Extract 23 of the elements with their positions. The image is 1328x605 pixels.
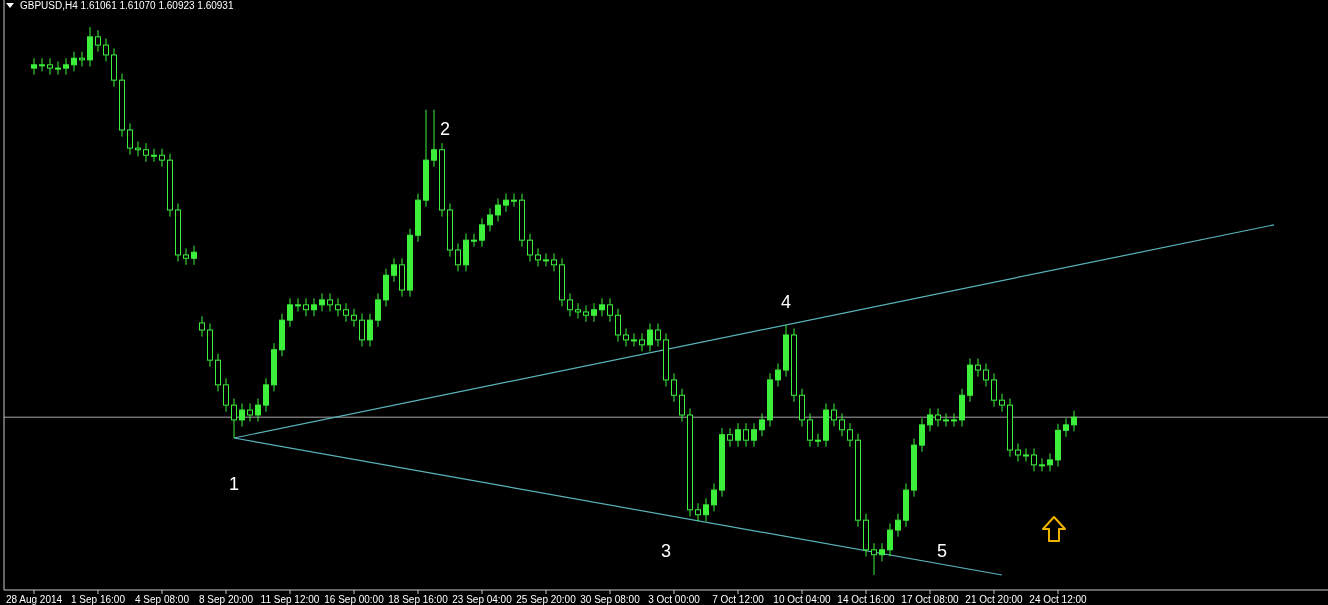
x-tick-label: 16 Sep 00:00: [324, 594, 385, 605]
annotation: 2: [439, 119, 451, 139]
x-tick-label: 24 Oct 12:00: [1029, 594, 1088, 605]
x-tick-label: 23 Sep 04:00: [452, 594, 513, 605]
x-tick-label: 8 Sep 20:00: [199, 594, 254, 605]
x-tick-label: 4 Sep 08:00: [135, 594, 190, 605]
x-tick-label: 7 Oct 12:00: [712, 594, 765, 605]
annotation: 4: [780, 292, 792, 312]
x-tick-label: 25 Sep 20:00: [516, 594, 577, 605]
annotation: 5: [936, 541, 948, 561]
x-tick-label: 10 Oct 04:00: [773, 594, 832, 605]
x-tick-label: 3 Oct 00:00: [648, 594, 701, 605]
annotation: 1: [228, 474, 240, 494]
x-tick-label: 21 Oct 20:00: [965, 594, 1024, 605]
x-tick-label: 1 Sep 16:00: [71, 594, 126, 605]
chart-title: GBPUSD,H4 1.61061 1.61070 1.60923 1.60931: [20, 0, 234, 11]
x-tick-label: 30 Sep 08:00: [580, 594, 641, 605]
x-tick-label: 17 Oct 08:00: [901, 594, 960, 605]
x-tick-label: 28 Aug 2014: [5, 594, 63, 605]
x-tick-label: 14 Oct 16:00: [837, 594, 896, 605]
x-tick-label: 18 Sep 16:00: [388, 594, 449, 605]
annotation: 3: [660, 541, 672, 561]
x-tick-label: 11 Sep 12:00: [260, 594, 320, 605]
